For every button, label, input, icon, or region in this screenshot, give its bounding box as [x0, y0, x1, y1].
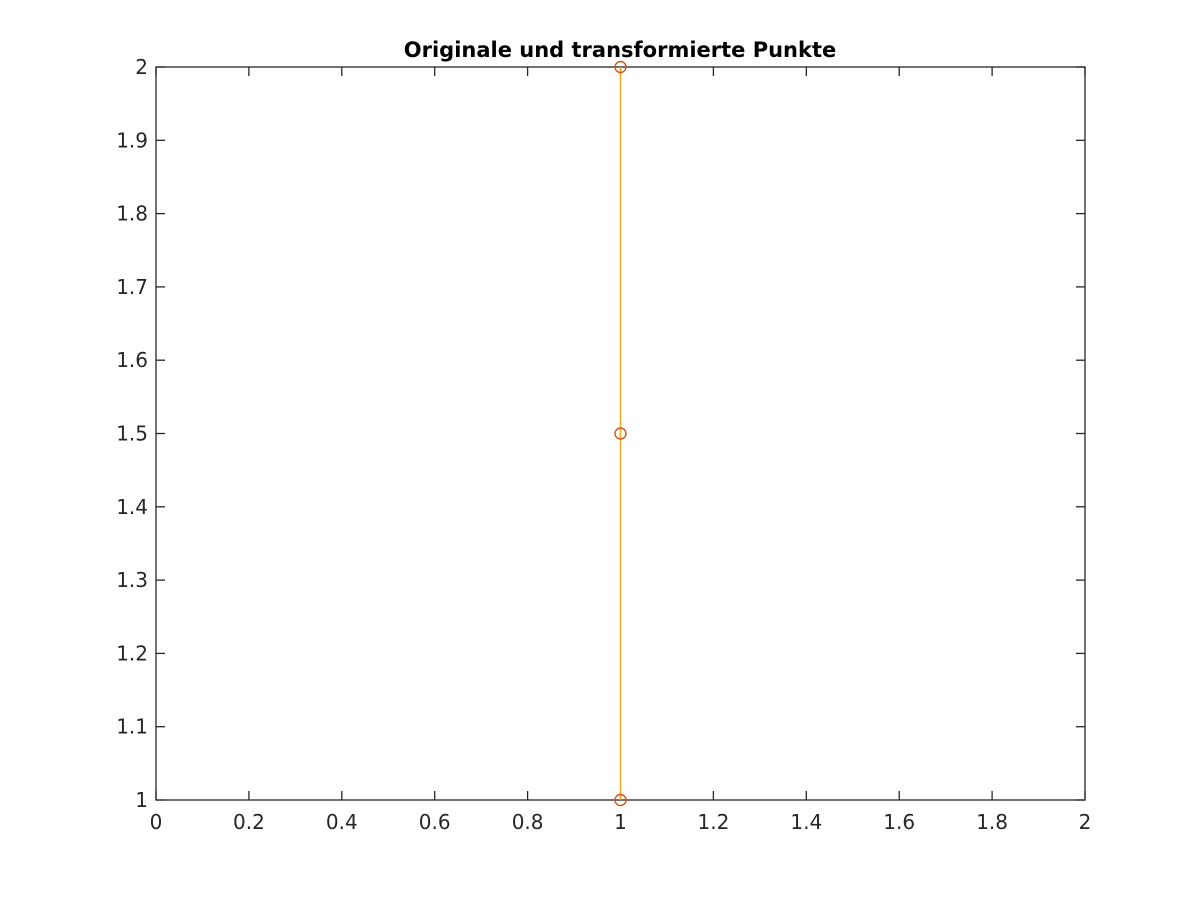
chart-title: Originale und transformierte Punkte [404, 38, 837, 62]
plot-area: 0 0.2 0.4 0.6 0.8 1 1.2 1.4 1.6 1.8 2 1 1.1 1.2 1.3 1.4… [116, 55, 1091, 834]
x-tick-label: 1.2 [697, 810, 729, 834]
x-tick-label: 2 [1079, 810, 1092, 834]
y-tick-label: 1.9 [116, 128, 148, 152]
y-tick-label: 1.2 [116, 641, 148, 665]
data-point-marker [614, 60, 627, 74]
data-point-marker [614, 427, 627, 440]
y-tick-label: 2 [135, 55, 148, 79]
x-tick-label: 0.4 [326, 810, 358, 834]
x-tick-label: 1.6 [883, 810, 915, 834]
y-tick-label: 1 [135, 788, 148, 812]
y-tick-label: 1.8 [116, 202, 148, 226]
y-tick-label: 1.3 [116, 568, 148, 592]
x-tick-label: 1.4 [790, 810, 822, 834]
x-tick-label: 1.8 [976, 810, 1008, 834]
y-tick-label: 1.4 [116, 495, 148, 519]
y-tick-label: 1.5 [116, 422, 148, 446]
y-tick-label: 1.7 [116, 275, 148, 299]
y-tick-label: 1.1 [116, 715, 148, 739]
x-tick-label: 0.8 [512, 810, 544, 834]
x-tick-label: 0.2 [233, 810, 265, 834]
data-point-marker [614, 793, 627, 807]
y-tick-label: 1.6 [116, 348, 148, 372]
x-tick-label: 0 [150, 810, 163, 834]
x-tick-label: 0.6 [419, 810, 451, 834]
x-tick-label: 1 [614, 810, 627, 834]
